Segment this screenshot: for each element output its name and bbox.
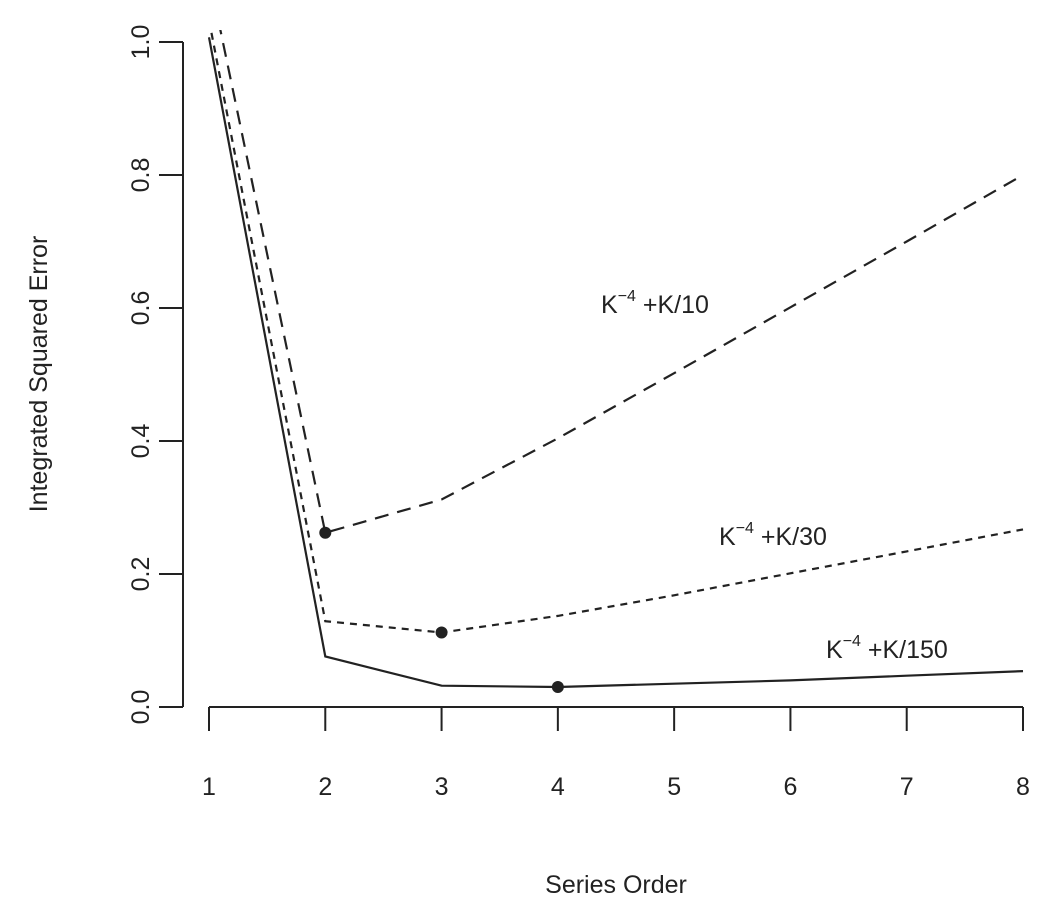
y-axis-title: Integrated Squared Error — [25, 236, 53, 513]
series-line-k10 — [219, 30, 1024, 535]
min-point-k150 — [551, 681, 564, 694]
min-point-k30 — [435, 626, 448, 639]
y-tick-label: 0.0 — [127, 690, 155, 725]
y-tick-label: 0.6 — [127, 291, 155, 326]
x-axis-title: Series Order — [545, 871, 687, 899]
series-line-k150 — [207, 37, 1024, 689]
series-line-k30 — [209, 30, 1024, 634]
series-label-k150: K−4 +K/150 — [826, 633, 948, 664]
series-label-k10: K−4 +K/10 — [601, 288, 709, 319]
x-tick-label: 8 — [1016, 773, 1030, 801]
x-tick-label: 3 — [435, 773, 449, 801]
x-axis-ticks: 1 2 3 4 5 6 7 8 — [202, 707, 1030, 801]
x-tick-label: 7 — [900, 773, 914, 801]
x-tick-label: 2 — [318, 773, 332, 801]
x-tick-label: 6 — [783, 773, 797, 801]
y-tick-label: 1.0 — [127, 25, 155, 60]
y-tick-label: 0.8 — [127, 158, 155, 193]
series-label-k30: K−4 +K/30 — [719, 520, 827, 551]
x-tick-label: 5 — [667, 773, 681, 801]
min-point-k10 — [319, 526, 332, 539]
y-tick-label: 0.2 — [127, 557, 155, 592]
x-tick-label: 1 — [202, 773, 216, 801]
y-tick-label: 0.4 — [127, 424, 155, 459]
y-axis-ticks: 0.0 0.2 0.4 0.6 0.8 1.0 — [127, 25, 183, 725]
x-tick-label: 4 — [551, 773, 565, 801]
